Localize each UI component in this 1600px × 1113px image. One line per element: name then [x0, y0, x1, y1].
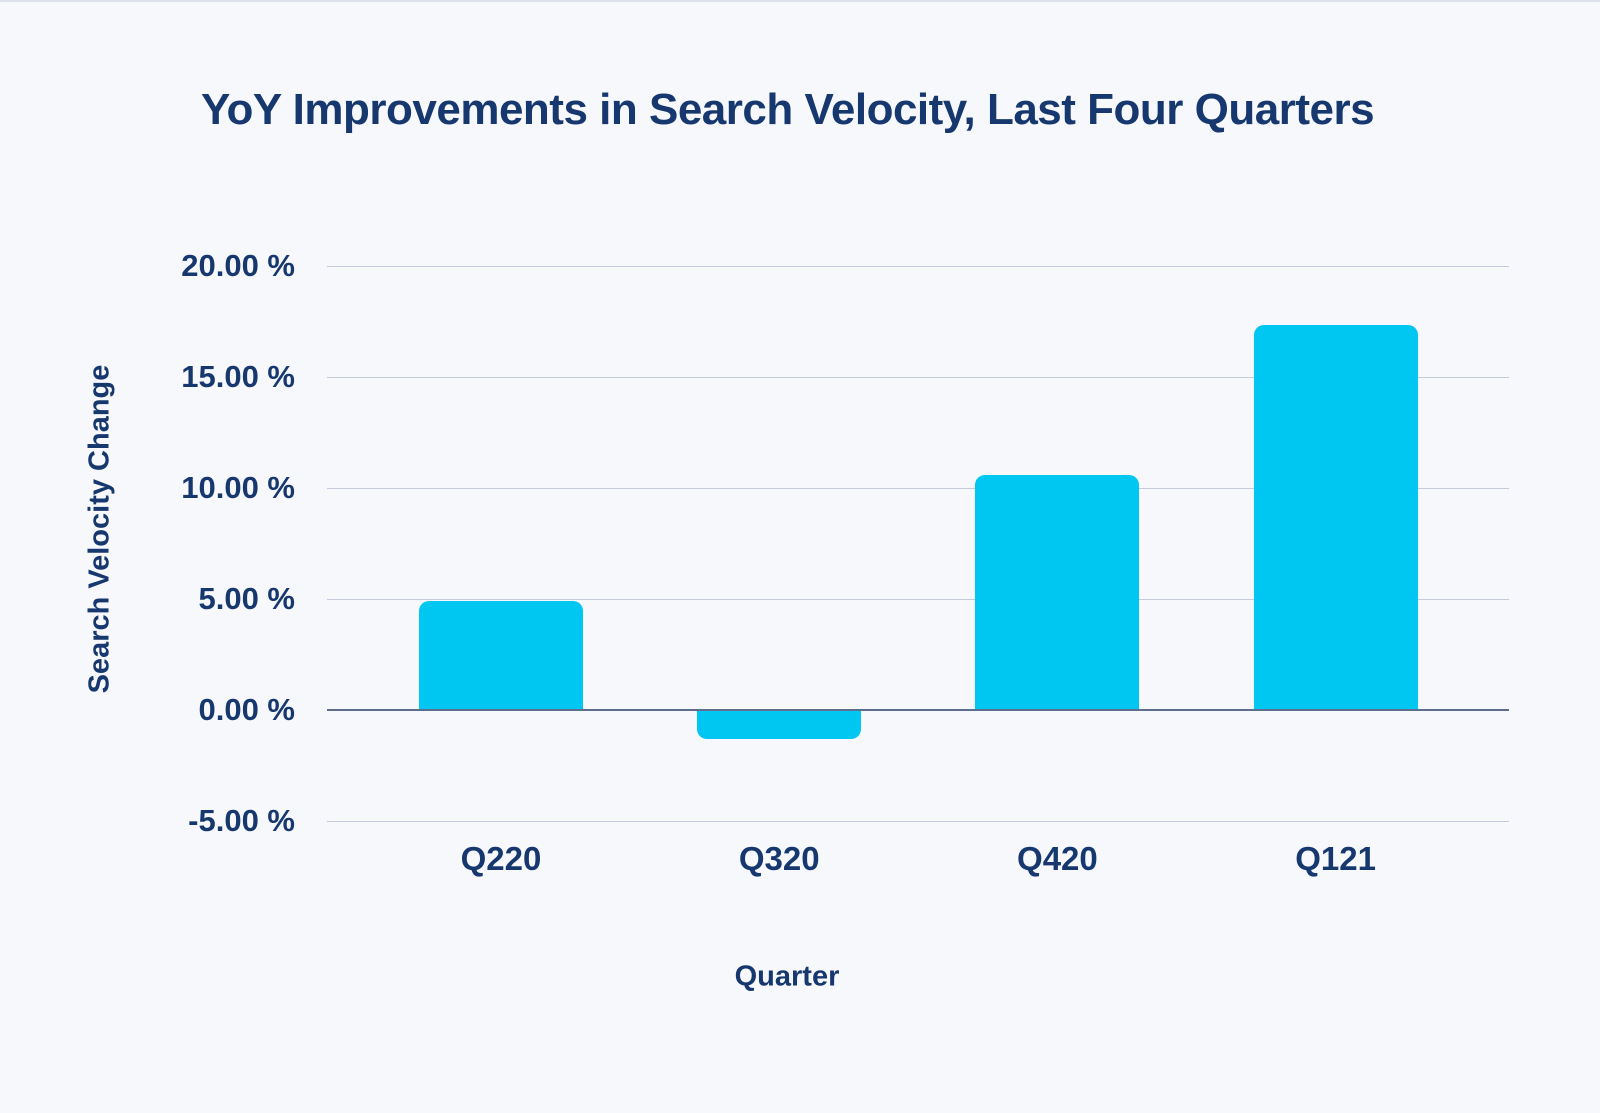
- x-tick-label-q121: Q121: [1295, 840, 1376, 877]
- gridline-5: [327, 599, 1509, 600]
- y-tick-label: 15.00 %: [181, 359, 295, 394]
- y-tick-label: 10.00 %: [181, 470, 295, 505]
- gridline--5: [327, 821, 1509, 822]
- chart-title: YoY Improvements in Search Velocity, Las…: [200, 85, 1375, 134]
- bar-q420: [975, 474, 1140, 710]
- bar-q220: [419, 601, 583, 710]
- y-tick-label: -5.00 %: [188, 803, 295, 838]
- x-tick-label-q420: Q420: [1017, 840, 1098, 877]
- x-tick-label-q320: Q320: [738, 840, 820, 877]
- zero-line: [327, 709, 1509, 711]
- gridline-20: [327, 266, 1509, 267]
- x-tick-label-q220: Q220: [460, 840, 542, 877]
- bar-q320: [697, 711, 862, 739]
- bar-q121: [1253, 324, 1418, 710]
- y-tick-label: 20.00 %: [181, 248, 295, 283]
- y-tick-label: 0.00 %: [198, 692, 295, 727]
- y-tick-label: 5.00 %: [198, 581, 295, 616]
- x-axis-title: Quarter: [734, 960, 840, 993]
- gridline-15: [327, 377, 1509, 378]
- gridline-10: [327, 488, 1509, 489]
